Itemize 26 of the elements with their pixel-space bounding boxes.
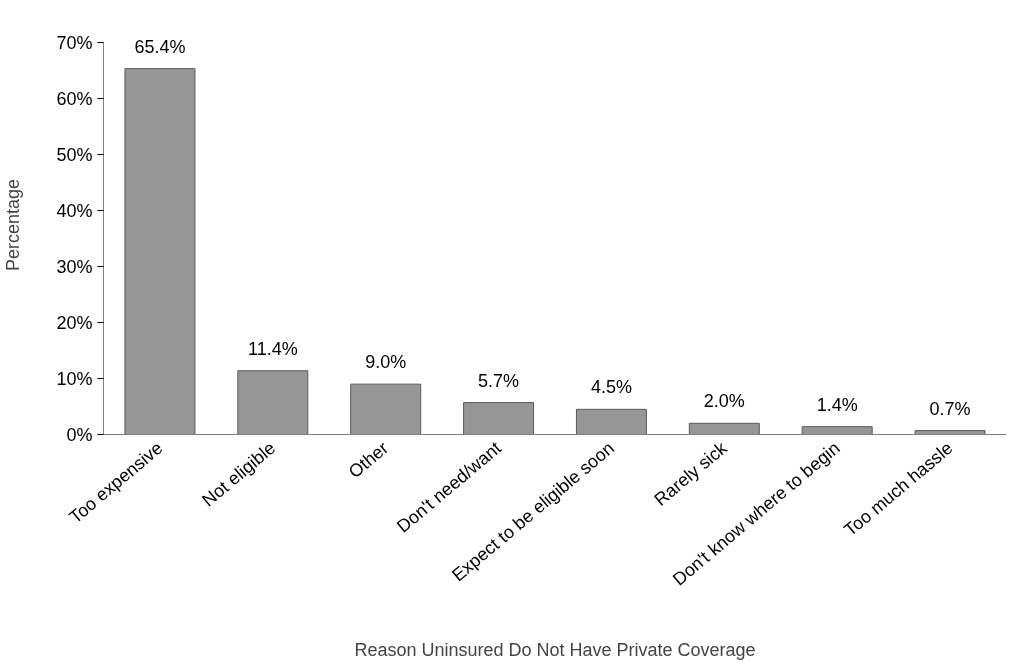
bar [350,383,422,435]
bar [124,68,196,435]
data-label: 1.4% [816,394,858,415]
y-axis-title: Percentage [3,178,24,272]
y-tick-label: 70% [56,32,93,53]
bar [237,370,309,435]
data-label: 2.0% [703,391,745,412]
bar [688,422,760,435]
data-label: 65.4% [134,36,186,57]
bar [463,402,535,435]
bar [914,430,986,435]
y-tick-label: 60% [56,88,93,109]
y-tick-label: 40% [56,200,93,221]
x-axis-title: Reason Uninsured Do Not Have Private Coverage [354,640,756,661]
y-tick-label: 0% [66,424,93,445]
bar [801,426,873,435]
y-tick-label: 10% [56,368,93,389]
data-label: 4.5% [590,377,632,398]
data-label: 0.7% [929,398,971,419]
data-label: 5.7% [478,370,520,391]
y-tick-label: 50% [56,144,93,165]
y-tick-label: 20% [56,312,93,333]
bar [575,408,647,435]
data-label: 9.0% [365,352,407,373]
data-label: 11.4% [247,338,298,359]
y-tick-label: 30% [56,256,93,277]
